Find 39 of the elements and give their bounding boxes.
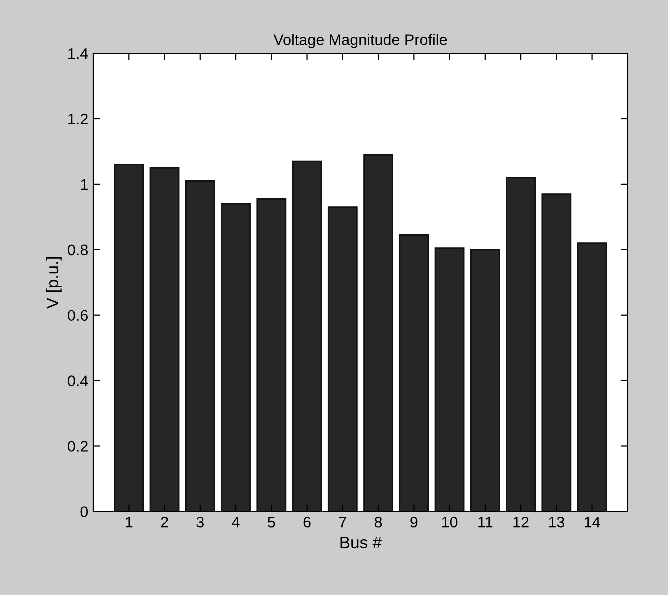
x-tick-label: 7 (339, 517, 346, 528)
x-tick-label: 3 (196, 516, 204, 528)
bar (221, 203, 251, 512)
x-tick-label: 9 (410, 516, 418, 528)
y-tick-label: 1 (81, 179, 88, 190)
x-tick-label: 10 (442, 516, 458, 528)
x-tick-label: 8 (374, 516, 382, 528)
x-tick-label: 5 (268, 517, 276, 528)
bar (434, 248, 465, 512)
bar (256, 198, 287, 512)
x-tick-label: 4 (232, 517, 240, 528)
bar (542, 194, 572, 512)
x-tick-label: 11 (478, 517, 493, 528)
bar (506, 177, 536, 512)
x-tick-label: 14 (584, 517, 600, 528)
y-tick-label: 0.6 (68, 310, 88, 322)
x-tick-label: 12 (514, 516, 529, 528)
bar (150, 167, 180, 512)
chart-title: Voltage Magnitude Profile (274, 34, 448, 48)
x-axis-title: Bus # (340, 536, 382, 549)
bar (364, 154, 394, 512)
bar (577, 242, 608, 512)
bar (399, 234, 430, 512)
bar (185, 180, 216, 512)
bar (328, 206, 358, 512)
y-tick-label: 1.4 (68, 48, 88, 60)
x-tick-label: 2 (161, 516, 168, 528)
y-tick-label: 0.8 (68, 244, 88, 256)
x-tick-label: 13 (549, 516, 564, 528)
x-tick-label: 6 (304, 516, 311, 528)
y-axis-title: V [p.u.] (46, 257, 62, 309)
y-tick-label: 0.2 (68, 441, 88, 452)
bar (470, 249, 500, 512)
y-tick-label: 0 (80, 506, 88, 518)
y-tick-label: 0.4 (68, 376, 88, 386)
x-tick-label: 1 (126, 517, 133, 528)
bar (292, 160, 322, 512)
bar (114, 164, 144, 512)
y-tick-label: 1.2 (68, 114, 88, 125)
